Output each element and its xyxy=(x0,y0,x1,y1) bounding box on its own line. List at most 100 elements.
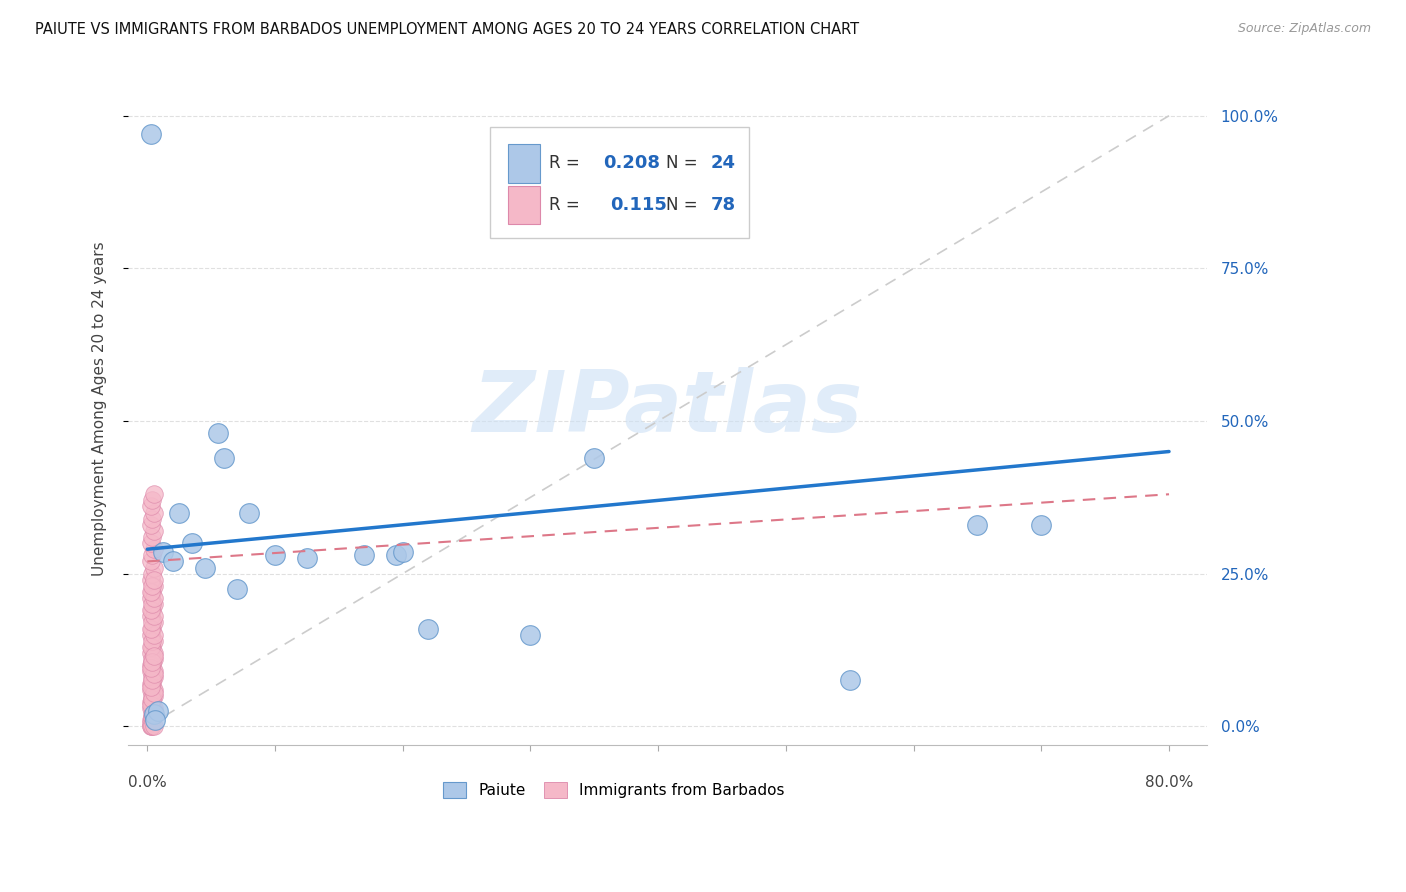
Point xyxy=(142,707,165,722)
Point xyxy=(141,689,163,703)
Point xyxy=(141,615,163,630)
Point xyxy=(141,713,163,727)
Point xyxy=(141,603,163,617)
Point xyxy=(141,658,163,673)
Point xyxy=(142,652,165,666)
Point xyxy=(142,701,165,715)
Point xyxy=(519,628,541,642)
Legend: Paiute, Immigrants from Barbados: Paiute, Immigrants from Barbados xyxy=(437,776,790,804)
Text: PAIUTE VS IMMIGRANTS FROM BARBADOS UNEMPLOYMENT AMONG AGES 20 TO 24 YEARS CORREL: PAIUTE VS IMMIGRANTS FROM BARBADOS UNEMP… xyxy=(35,22,859,37)
Point xyxy=(264,549,287,563)
Point xyxy=(838,673,860,688)
Point xyxy=(142,560,165,574)
Point xyxy=(142,648,165,663)
Point xyxy=(141,719,163,733)
Point xyxy=(141,622,163,636)
Point xyxy=(142,686,165,700)
Point xyxy=(141,517,163,532)
Point xyxy=(141,536,163,550)
Point xyxy=(141,597,163,611)
Point xyxy=(141,127,163,141)
Point xyxy=(141,652,163,666)
FancyBboxPatch shape xyxy=(489,127,748,237)
Point xyxy=(162,554,184,568)
Point xyxy=(141,549,163,563)
Text: 80.0%: 80.0% xyxy=(1144,775,1194,789)
Point xyxy=(142,719,165,733)
Point xyxy=(141,716,163,731)
Point xyxy=(141,655,163,669)
Point xyxy=(146,704,169,718)
Point xyxy=(141,585,163,599)
Point xyxy=(385,549,408,563)
Text: 0.208: 0.208 xyxy=(603,154,659,172)
Point xyxy=(238,506,260,520)
Point xyxy=(141,695,163,709)
Point xyxy=(141,500,163,514)
Text: 24: 24 xyxy=(711,154,735,172)
Point xyxy=(141,591,163,605)
Point xyxy=(141,633,163,648)
Point xyxy=(141,622,163,636)
Point xyxy=(141,707,163,722)
Text: R =: R = xyxy=(548,196,591,214)
Text: ZIPatlas: ZIPatlas xyxy=(472,368,863,450)
Point xyxy=(142,704,165,718)
Point xyxy=(966,517,988,532)
Text: 0.0%: 0.0% xyxy=(128,775,167,789)
Point xyxy=(181,536,204,550)
FancyBboxPatch shape xyxy=(508,186,540,225)
Point xyxy=(142,628,165,642)
Point xyxy=(143,713,166,727)
Point xyxy=(141,579,163,593)
Point xyxy=(142,609,165,624)
Point xyxy=(141,530,163,544)
Text: Source: ZipAtlas.com: Source: ZipAtlas.com xyxy=(1237,22,1371,36)
Point xyxy=(142,524,165,538)
Point xyxy=(142,707,165,722)
Point xyxy=(225,582,247,596)
Point xyxy=(142,573,165,587)
Point xyxy=(141,710,163,724)
Text: N =: N = xyxy=(665,154,703,172)
Point xyxy=(141,493,163,508)
Point xyxy=(142,689,165,703)
FancyBboxPatch shape xyxy=(508,144,540,183)
Point xyxy=(141,673,163,688)
Point xyxy=(141,691,163,706)
Point xyxy=(142,597,165,611)
Point xyxy=(141,646,163,660)
Point xyxy=(391,545,413,559)
Point xyxy=(141,719,163,733)
Point xyxy=(141,640,163,654)
Text: N =: N = xyxy=(665,196,703,214)
Point xyxy=(141,573,163,587)
Point xyxy=(141,661,163,675)
Text: 0.115: 0.115 xyxy=(610,196,668,214)
Point xyxy=(141,682,163,697)
Point xyxy=(142,591,165,605)
Point xyxy=(142,667,165,681)
Point xyxy=(207,426,229,441)
Point xyxy=(142,665,165,679)
Point xyxy=(142,646,165,660)
Point xyxy=(212,450,235,465)
Point xyxy=(141,680,163,694)
Point xyxy=(142,633,165,648)
Point xyxy=(353,549,375,563)
Point xyxy=(1031,517,1053,532)
Text: 78: 78 xyxy=(711,196,735,214)
Point xyxy=(295,551,318,566)
Point xyxy=(141,603,163,617)
Point xyxy=(141,585,163,599)
Point xyxy=(141,658,163,673)
Point xyxy=(418,622,440,636)
Point xyxy=(141,719,163,733)
Text: R =: R = xyxy=(548,154,585,172)
Point xyxy=(141,628,163,642)
Y-axis label: Unemployment Among Ages 20 to 24 years: Unemployment Among Ages 20 to 24 years xyxy=(93,242,107,576)
Point xyxy=(141,609,163,624)
Point xyxy=(141,640,163,654)
Point xyxy=(194,560,217,574)
Point xyxy=(142,542,165,557)
